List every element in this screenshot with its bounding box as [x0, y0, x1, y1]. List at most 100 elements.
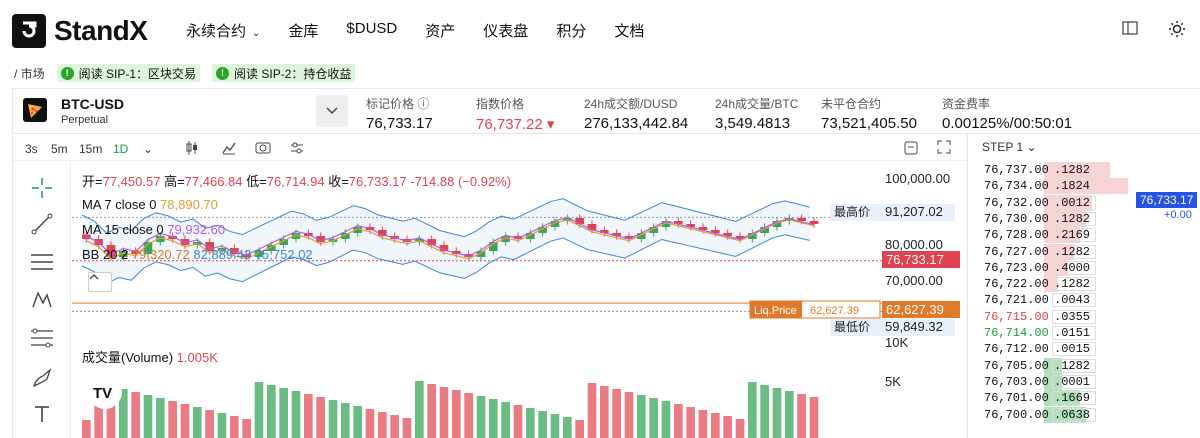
book-row[interactable]: 76,721.00 .0043: [968, 292, 1200, 308]
trend-line-icon[interactable]: [29, 211, 55, 237]
candle-body: [513, 236, 523, 239]
volume-bar: [94, 383, 103, 438]
candle-type-icon[interactable]: [185, 140, 199, 159]
nav-item[interactable]: 金库: [288, 20, 318, 41]
layout-icon[interactable]: [1122, 20, 1138, 38]
volume-bar: [723, 416, 732, 438]
step-selector[interactable]: STEP 1 ⌄: [982, 140, 1037, 154]
timeframe-1D[interactable]: 1D: [113, 142, 129, 156]
book-row[interactable]: 76,734.00 .1824: [968, 178, 1200, 195]
volume-bar: [242, 419, 251, 438]
nav-item[interactable]: $DUSD: [346, 20, 397, 41]
ticker-stat-label: 标记价格 ⓘ: [366, 97, 430, 111]
text-tool-icon[interactable]: [29, 401, 55, 427]
book-row[interactable]: 76,701.00 .1669: [968, 390, 1200, 407]
book-row[interactable]: 76,728.00 .2169: [968, 227, 1200, 244]
book-row[interactable]: 76,705.00 .1282: [968, 357, 1200, 374]
low-marker-label: 最低价: [834, 320, 870, 334]
save-icon[interactable]: [903, 140, 919, 159]
candle-body: [575, 218, 584, 224]
timeframe-15m[interactable]: 15m: [79, 142, 103, 156]
pattern-icon[interactable]: [29, 287, 55, 313]
volume-bar: [415, 381, 424, 438]
candle-body: [501, 236, 510, 242]
crosshair-icon[interactable]: [29, 175, 55, 201]
volume-bar: [501, 402, 510, 438]
volume-bar: [575, 420, 584, 438]
qty-cell-border: [1052, 228, 1096, 243]
fx-indicator-icon[interactable]: [221, 140, 237, 159]
book-price: 76,734.00: [984, 179, 1049, 194]
liq-axis-tag: [882, 301, 960, 318]
volume-bar: [538, 411, 547, 438]
depth-bar: [1044, 390, 1080, 407]
book-row[interactable]: 76,703.00 .0001: [968, 373, 1200, 390]
book-row[interactable]: 76,722.00 .1282: [968, 276, 1200, 293]
book-row[interactable]: 76,714.00 .0151: [968, 325, 1200, 341]
volume-bar: [661, 401, 671, 438]
volume-bar: [365, 409, 375, 438]
ticker-stat-value: 0.00125%/00:50:01: [942, 115, 1073, 132]
notice-label: 阅读 SIP-1：区块交易: [78, 66, 197, 81]
volume-bar: [785, 391, 794, 438]
ticker-stat: 24h成交额/DUSD 276,133,442.84: [584, 95, 688, 132]
order-book: STEP 1 ⌄ 76,737.00.1282 76,734.00.1824 76,…: [967, 134, 1200, 438]
ticker-stat-value: 73,521,405.50: [821, 115, 917, 132]
timeframe-dropdown[interactable]: ⌄: [143, 142, 154, 156]
ma7-legend[interactable]: MA 7 close 0 78,890.70: [82, 197, 218, 212]
nav-item[interactable]: 积分: [556, 20, 586, 41]
ma7-value: 78,890.70: [160, 197, 218, 212]
book-row[interactable]: 76,700.00 .0638: [968, 406, 1200, 423]
fib-icon[interactable]: [29, 325, 55, 351]
book-row[interactable]: 76,727.00 .1282: [968, 243, 1200, 260]
book-row[interactable]: 76,730.00 .1282: [968, 210, 1200, 227]
book-row[interactable]: 76,737.00 .1282: [968, 162, 1200, 178]
book-row[interactable]: 76,723.00 .4000: [968, 259, 1200, 276]
book-row[interactable]: 76,732.00 .0012: [968, 194, 1200, 211]
horizontal-lines-icon[interactable]: [29, 249, 55, 275]
candle-body: [612, 233, 621, 236]
volume-bar: [748, 382, 757, 438]
settings-icon[interactable]: [289, 140, 305, 159]
candle-body: [168, 236, 177, 239]
timeframe-5m[interactable]: 5m: [51, 142, 68, 156]
fullscreen-icon[interactable]: [937, 140, 951, 157]
notice-sip-1[interactable]: ! 阅读 SIP-1：区块交易: [56, 64, 201, 82]
nav-item[interactable]: 文档: [614, 20, 644, 41]
nav-item[interactable]: 仪表盘: [483, 20, 528, 41]
symbol-dropdown-button[interactable]: [316, 95, 348, 127]
symbol-type: Perpetual: [61, 114, 109, 126]
liq-price-value: 62,627.39: [810, 305, 859, 317]
notice-sip-2[interactable]: ! 阅读 SIP-2：持仓收益: [212, 64, 356, 82]
book-qty: .1282: [1054, 211, 1091, 226]
volume-bar: [587, 383, 597, 438]
candle-body: [254, 251, 264, 257]
depth-bar: [1044, 373, 1062, 390]
nav-item-label: 积分: [556, 23, 587, 40]
theme-sun-icon[interactable]: [1168, 20, 1186, 38]
candlestick-chart[interactable]: 100,000.00 80,000.00 70,000.00 10K 5K 最高价 91,2…: [72, 161, 968, 438]
camera-icon[interactable]: [255, 140, 271, 157]
collapse-legend-button[interactable]: [88, 272, 112, 292]
price-chart[interactable]: 100,000.00 80,000.00 70,000.00 10K 5K 最高价 91,2…: [72, 161, 968, 438]
book-row[interactable]: 76,712.00 .0015: [968, 341, 1200, 357]
volume-bar: [489, 399, 498, 438]
pizza-icon: [23, 98, 47, 122]
book-row[interactable]: 76,715.00 .0355: [968, 309, 1200, 325]
timeframe-3s[interactable]: 3s: [25, 142, 38, 156]
candle-body: [797, 218, 806, 221]
book-price: 76,712.00: [984, 342, 1049, 357]
brand-logo[interactable]: StandX: [12, 14, 148, 48]
nav-item[interactable]: 资产: [425, 20, 455, 41]
book-price: 76,737.00: [984, 163, 1049, 177]
qty-cell-border: [1052, 179, 1096, 194]
volume-value: 1.005K: [176, 350, 218, 365]
chevron-down-icon: [326, 107, 338, 115]
volume-bar: [735, 419, 745, 438]
breadcrumb-current[interactable]: / 市场: [14, 66, 45, 81]
bb-legend[interactable]: BB 20 2 79,320.72 82,889.43 75,752.02: [82, 247, 313, 262]
candle-body: [526, 233, 535, 239]
nav-item[interactable]: 永续合约 ⌄: [186, 20, 260, 41]
brush-icon[interactable]: [29, 365, 55, 391]
ma15-legend[interactable]: MA 15 close 0 79,932.60: [82, 222, 225, 237]
